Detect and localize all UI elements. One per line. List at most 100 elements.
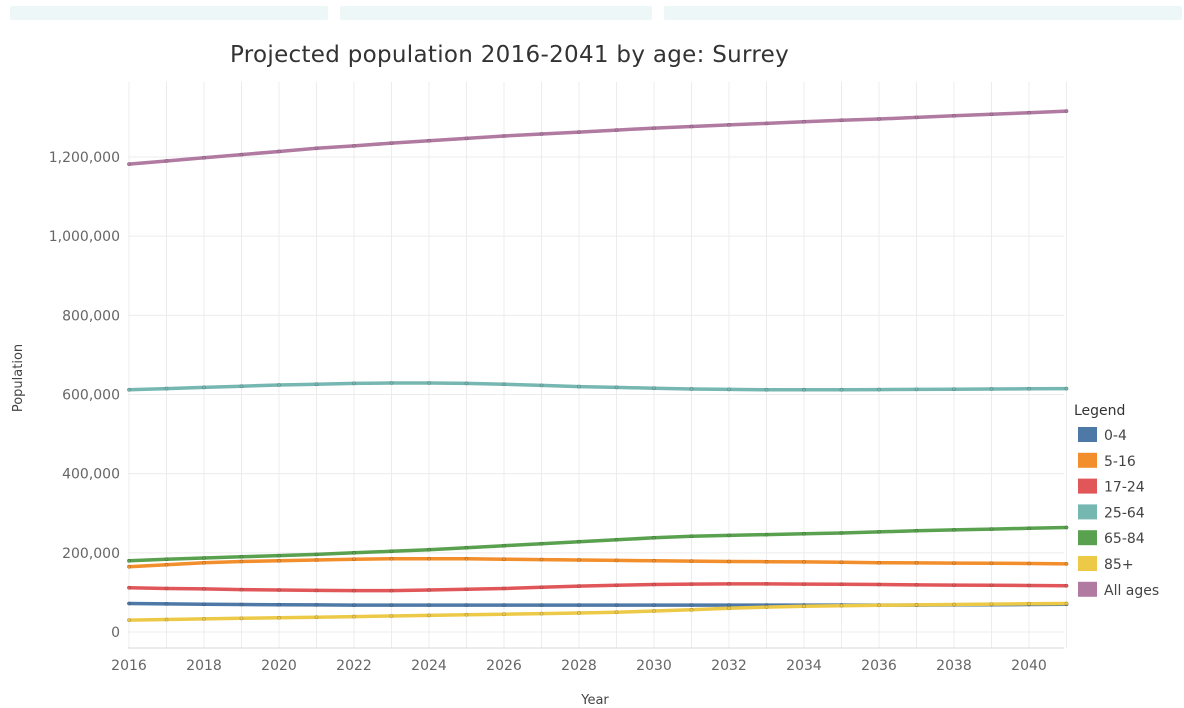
data-point-all-ages[interactable] [127, 162, 131, 167]
data-point-5-16[interactable] [427, 556, 431, 561]
data-point-25-64[interactable] [427, 381, 431, 385]
data-point-all-ages[interactable] [164, 159, 169, 163]
data-point-25-64[interactable] [952, 387, 956, 392]
data-point-85plus[interactable] [277, 615, 281, 620]
data-point-5-16[interactable] [352, 557, 356, 562]
data-point-85plus[interactable] [427, 613, 431, 618]
data-point-all-ages[interactable] [352, 144, 356, 148]
series-5-16[interactable] [127, 556, 1069, 569]
data-point-85plus[interactable] [202, 617, 206, 621]
data-point-85plus[interactable] [727, 606, 731, 611]
legend-item-85plus[interactable]: 85+ [1078, 556, 1134, 573]
data-point-65-84[interactable] [802, 531, 806, 536]
data-point-65-84[interactable] [914, 528, 919, 533]
data-point-17-24[interactable] [539, 585, 544, 590]
data-point-all-ages[interactable] [952, 113, 956, 118]
data-point-25-64[interactable] [202, 385, 206, 390]
data-point-17-24[interactable] [352, 588, 356, 593]
data-point-all-ages[interactable] [427, 138, 431, 143]
series-17-24[interactable] [127, 582, 1069, 593]
data-point-0-4[interactable] [127, 601, 131, 606]
data-point-5-16[interactable] [464, 556, 469, 561]
data-point-85plus[interactable] [502, 612, 506, 617]
data-point-25-64[interactable] [877, 387, 881, 392]
data-point-0-4[interactable] [727, 603, 731, 607]
data-point-all-ages[interactable] [839, 118, 844, 123]
series-65-84[interactable] [127, 525, 1069, 563]
legend-item-all-ages[interactable]: All ages [1078, 581, 1159, 599]
data-point-65-84[interactable] [689, 534, 694, 539]
data-point-25-64[interactable] [802, 387, 806, 392]
data-point-25-64[interactable] [164, 386, 169, 391]
data-point-85plus[interactable] [1027, 601, 1031, 606]
data-point-25-64[interactable] [277, 383, 281, 387]
filter-bar-1[interactable] [10, 6, 328, 20]
data-point-0-4[interactable] [239, 602, 244, 607]
data-point-65-84[interactable] [539, 541, 544, 546]
legend-item-5-16[interactable]: 5-16 [1078, 452, 1136, 470]
legend-item-65-84[interactable]: 65-84 [1078, 530, 1145, 547]
series-25-64[interactable] [127, 381, 1069, 392]
data-point-25-64[interactable] [1064, 386, 1069, 391]
data-point-65-84[interactable] [427, 547, 431, 552]
data-point-0-4[interactable] [277, 602, 281, 607]
data-point-all-ages[interactable] [389, 141, 394, 146]
data-point-5-16[interactable] [164, 562, 169, 567]
data-point-0-4[interactable] [502, 603, 506, 607]
data-point-5-16[interactable] [614, 558, 619, 563]
data-point-0-4[interactable] [427, 603, 431, 607]
data-point-all-ages[interactable] [577, 130, 581, 134]
data-point-17-24[interactable] [389, 588, 394, 593]
data-point-5-16[interactable] [1064, 562, 1069, 566]
data-point-85plus[interactable] [389, 614, 394, 618]
data-point-17-24[interactable] [202, 586, 206, 591]
data-point-65-84[interactable] [239, 554, 244, 559]
data-point-25-64[interactable] [314, 382, 319, 387]
data-point-17-24[interactable] [164, 586, 169, 591]
data-point-85plus[interactable] [539, 611, 544, 616]
data-point-all-ages[interactable] [652, 126, 656, 131]
data-point-65-84[interactable] [614, 537, 619, 542]
data-point-5-16[interactable] [539, 557, 544, 562]
data-point-all-ages[interactable] [202, 155, 206, 160]
data-point-5-16[interactable] [877, 560, 881, 565]
data-point-65-84[interactable] [464, 545, 469, 550]
data-point-65-84[interactable] [727, 533, 731, 538]
data-point-85plus[interactable] [989, 602, 994, 606]
data-point-65-84[interactable] [877, 529, 881, 534]
data-point-85plus[interactable] [764, 605, 769, 609]
data-point-25-64[interactable] [914, 387, 919, 392]
data-point-85plus[interactable] [914, 602, 919, 607]
data-point-17-24[interactable] [764, 582, 769, 586]
data-point-5-16[interactable] [239, 559, 244, 564]
data-point-all-ages[interactable] [502, 134, 506, 138]
data-point-85plus[interactable] [802, 604, 806, 609]
data-point-85plus[interactable] [314, 615, 319, 620]
data-point-65-84[interactable] [952, 527, 956, 532]
data-point-85plus[interactable] [239, 616, 244, 621]
data-point-17-24[interactable] [952, 583, 956, 587]
data-point-85plus[interactable] [877, 603, 881, 608]
data-point-17-24[interactable] [464, 587, 469, 592]
data-point-65-84[interactable] [389, 549, 394, 554]
data-point-85plus[interactable] [577, 611, 581, 615]
data-point-25-64[interactable] [727, 387, 731, 392]
data-point-65-84[interactable] [502, 543, 506, 548]
data-point-17-24[interactable] [427, 588, 431, 592]
data-point-5-16[interactable] [277, 558, 281, 563]
data-point-5-16[interactable] [802, 560, 806, 564]
data-point-5-16[interactable] [1027, 561, 1031, 566]
data-point-17-24[interactable] [839, 582, 844, 587]
data-point-65-84[interactable] [1064, 525, 1069, 530]
data-point-25-64[interactable] [764, 387, 769, 392]
data-point-25-64[interactable] [127, 387, 131, 392]
series-line-65-84[interactable] [127, 525, 1069, 563]
data-point-5-16[interactable] [502, 557, 506, 562]
data-point-65-84[interactable] [352, 550, 356, 555]
data-point-17-24[interactable] [577, 584, 581, 588]
data-point-17-24[interactable] [239, 587, 244, 592]
data-point-5-16[interactable] [202, 560, 206, 565]
data-point-all-ages[interactable] [1027, 110, 1031, 115]
data-point-25-64[interactable] [652, 386, 656, 391]
data-point-all-ages[interactable] [989, 112, 994, 117]
